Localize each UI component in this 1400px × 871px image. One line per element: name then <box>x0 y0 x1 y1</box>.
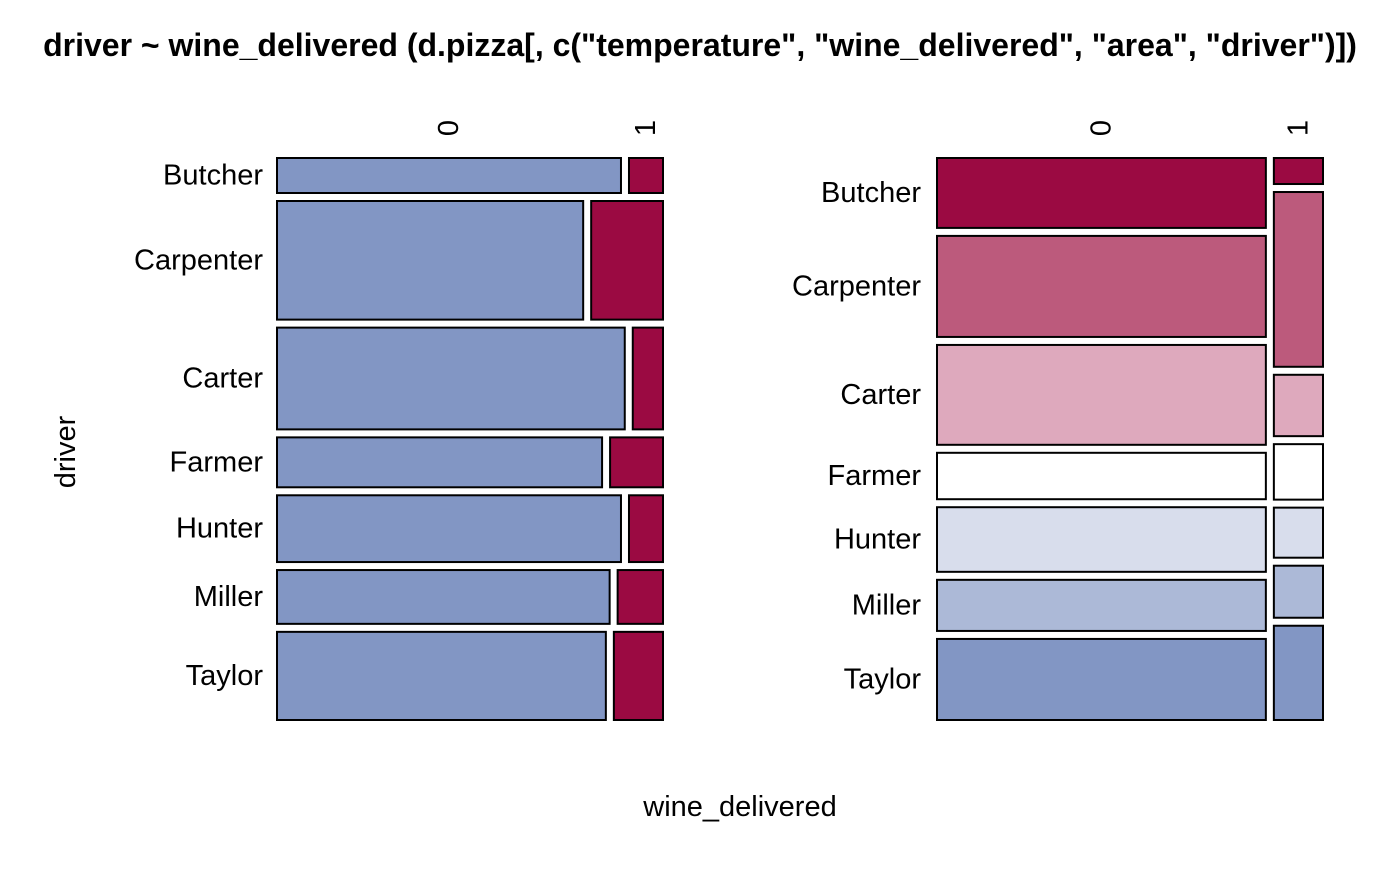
tile-left-carter-1 <box>631 326 665 431</box>
tile-right-taylor-0 <box>936 637 1267 722</box>
row-label-left-hunter: Hunter <box>176 513 263 545</box>
tile-right-farmer-0 <box>936 451 1267 501</box>
tile-left-butcher-0 <box>276 157 622 195</box>
tile-left-carter-0 <box>276 326 626 431</box>
tile-left-miller-1 <box>616 569 665 625</box>
tile-left-butcher-1 <box>627 157 664 195</box>
tile-right-taylor-1 <box>1272 624 1324 722</box>
tile-left-hunter-0 <box>276 494 622 564</box>
row-label-right-carpenter: Carpenter <box>792 270 921 302</box>
chart-title: driver ~ wine_delivered (d.pizza[, c("te… <box>43 27 1357 63</box>
row-label-left-farmer: Farmer <box>170 446 264 478</box>
tile-right-farmer-1 <box>1272 443 1324 501</box>
tile-left-taylor-0 <box>276 630 607 722</box>
tile-right-carpenter-0 <box>936 234 1267 338</box>
tile-left-farmer-1 <box>609 436 665 489</box>
right-panel: 0 1 Butcher Carpenter Carter Farmer Hunter Mill… <box>792 120 1324 722</box>
row-label-right-carter: Carter <box>840 379 921 411</box>
row-label-left-carter: Carter <box>182 362 263 394</box>
tile-right-miller-1 <box>1272 564 1324 619</box>
tile-left-farmer-0 <box>276 436 604 489</box>
row-label-right-miller: Miller <box>852 589 922 621</box>
tile-left-taylor-1 <box>612 630 664 722</box>
row-label-right-taylor: Taylor <box>844 663 922 695</box>
tile-right-carter-0 <box>936 343 1267 446</box>
tile-right-butcher-0 <box>936 157 1267 229</box>
row-label-left-butcher: Butcher <box>163 160 263 192</box>
x-axis-label: wine_delivered <box>642 791 836 823</box>
tile-right-hunter-1 <box>1272 506 1324 559</box>
col-label-right-0: 0 <box>1085 120 1117 136</box>
row-label-right-butcher: Butcher <box>821 177 921 209</box>
tile-right-carter-1 <box>1272 373 1324 438</box>
row-label-right-hunter: Hunter <box>834 524 921 556</box>
col-label-right-1: 1 <box>1282 120 1314 136</box>
row-label-left-taylor: Taylor <box>186 660 264 692</box>
tile-left-carpenter-0 <box>276 200 585 321</box>
left-panel: Butcher 0 1 Carpenter Carter Farmer Hunter Mill… <box>134 120 665 722</box>
tile-right-hunter-0 <box>936 506 1267 573</box>
row-label-right-farmer: Farmer <box>828 460 922 492</box>
tile-right-butcher-1 <box>1272 157 1324 186</box>
tile-left-hunter-1 <box>627 494 664 564</box>
row-label-left-miller: Miller <box>194 581 264 613</box>
col-label-left-1: 1 <box>630 120 662 136</box>
tile-right-miller-0 <box>936 578 1267 632</box>
tile-left-carpenter-1 <box>590 200 664 321</box>
col-label-left-0: 0 <box>433 120 465 136</box>
y-axis-label: driver <box>50 415 82 488</box>
row-label-left-carpenter: Carpenter <box>134 244 263 276</box>
tile-right-carpenter-1 <box>1272 191 1324 368</box>
tile-left-miller-0 <box>276 569 611 625</box>
